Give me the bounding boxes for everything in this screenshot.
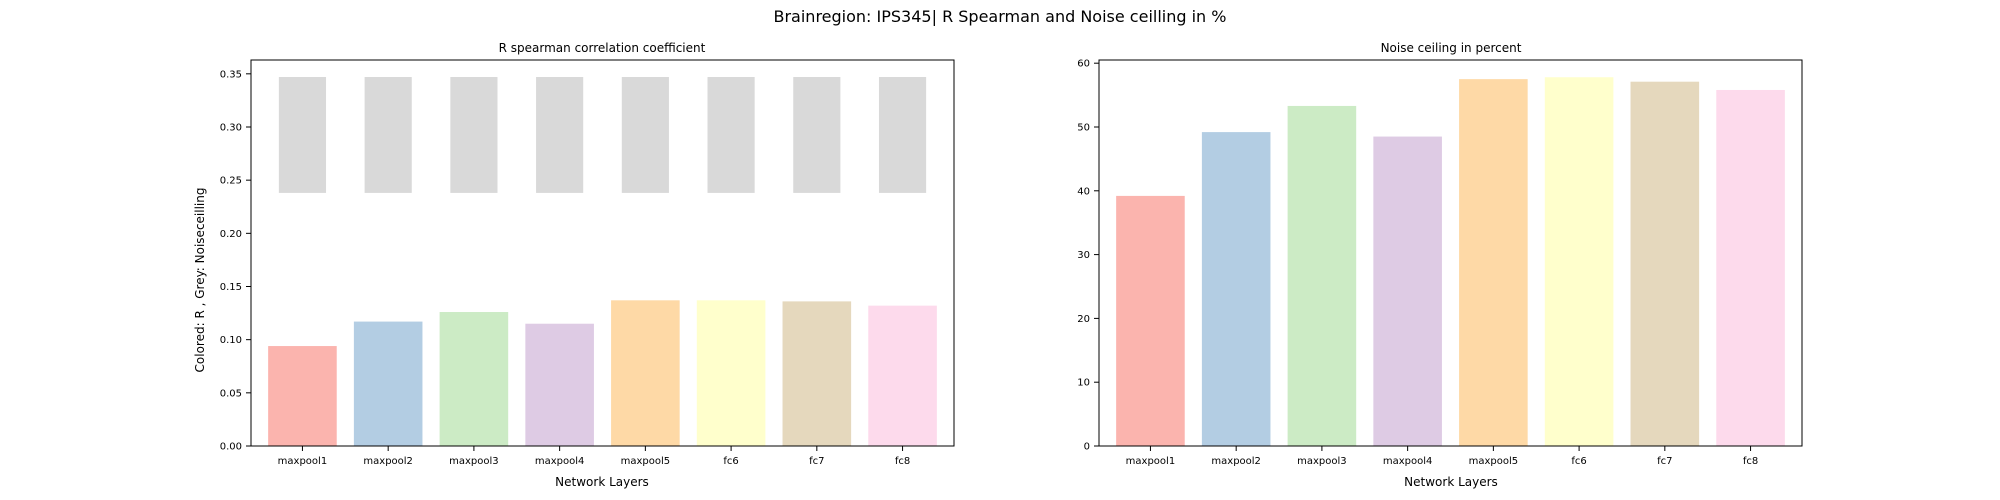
noise-ceiling-chart: Noise ceiling in percent Network Layers … xyxy=(1077,41,1803,489)
x-tick-label: fc7 xyxy=(1657,456,1672,467)
x-tick-label: maxpool3 xyxy=(449,456,499,467)
data-bar xyxy=(782,301,852,446)
noise-ceiling-bar xyxy=(536,77,584,193)
y-tick-label: 50 xyxy=(1077,122,1090,133)
data-bar xyxy=(1716,89,1785,446)
r-spearman-chart: R spearman correlation coefficient Netwo… xyxy=(193,41,955,489)
r-spearman-chart-title: R spearman correlation coefficient xyxy=(499,41,706,55)
data-bar xyxy=(1459,79,1528,446)
x-tick-label: maxpool4 xyxy=(1383,456,1433,467)
data-bar xyxy=(1544,77,1614,447)
y-tick-label: 0.15 xyxy=(220,282,242,293)
y-tick-label: 20 xyxy=(1077,314,1090,325)
r-spearman-axes-frame xyxy=(250,59,955,447)
data-bar xyxy=(611,300,680,446)
x-tick-label: fc8 xyxy=(1743,456,1758,467)
x-tick-label: maxpool4 xyxy=(535,456,585,467)
data-bar xyxy=(268,346,337,446)
data-bar xyxy=(1287,105,1357,446)
x-tick-label: maxpool1 xyxy=(1126,456,1176,467)
x-tick-label: maxpool2 xyxy=(363,456,413,467)
data-bar xyxy=(1630,81,1700,446)
y-tick-label: 30 xyxy=(1077,250,1090,261)
noise-ceiling-chart-title: Noise ceiling in percent xyxy=(1381,41,1522,55)
y-tick-label: 0.25 xyxy=(220,176,242,187)
noise-ceiling-bar xyxy=(793,77,841,193)
y-tick-label: 0.05 xyxy=(220,388,242,399)
noise-ceiling-bar xyxy=(878,77,927,193)
x-tick-label: maxpool2 xyxy=(1211,456,1261,467)
data-bar xyxy=(696,300,766,446)
y-tick-label: 60 xyxy=(1077,59,1090,70)
noise-ceiling-axes-frame xyxy=(1098,59,1803,447)
x-tick-label: fc6 xyxy=(1571,456,1586,467)
r-spearman-chart-ylabel: Colored: R , Grey: Noiseceilling xyxy=(193,188,207,373)
y-tick-label: 40 xyxy=(1077,186,1090,197)
x-tick-label: maxpool3 xyxy=(1297,456,1347,467)
noise-ceiling-bar xyxy=(278,77,327,193)
y-tick-label: 0.35 xyxy=(220,69,242,80)
noise-ceiling-bar xyxy=(364,77,412,193)
x-tick-label: fc6 xyxy=(723,456,738,467)
data-bar xyxy=(1201,132,1271,446)
y-tick-label: 10 xyxy=(1077,378,1090,389)
r-spearman-chart-xlabel: Network Layers xyxy=(555,475,649,489)
x-tick-label: maxpool1 xyxy=(278,456,328,467)
noise-ceiling-bar xyxy=(450,77,498,193)
noise-ceiling-bar xyxy=(707,77,755,193)
figure-suptitle: Brainregion: IPS345| R Spearman and Nois… xyxy=(774,7,1227,26)
data-bar xyxy=(439,312,509,446)
y-tick-label: 0 xyxy=(1084,442,1090,453)
data-bar xyxy=(525,323,594,446)
noise-ceiling-chart-xlabel: Network Layers xyxy=(1404,475,1498,489)
x-tick-label: fc8 xyxy=(895,456,910,467)
x-tick-label: maxpool5 xyxy=(1469,456,1519,467)
data-bar xyxy=(1116,195,1185,446)
y-tick-label: 0.30 xyxy=(220,122,242,133)
y-tick-label: 0.10 xyxy=(220,335,242,346)
noise-ceiling-bar xyxy=(621,77,669,193)
x-tick-label: maxpool5 xyxy=(621,456,671,467)
x-tick-label: fc7 xyxy=(809,456,824,467)
y-tick-label: 0.20 xyxy=(220,229,242,240)
data-bar xyxy=(1373,136,1442,446)
data-bar xyxy=(868,305,937,446)
y-tick-label: 0.00 xyxy=(220,442,242,453)
data-bar xyxy=(353,321,423,446)
